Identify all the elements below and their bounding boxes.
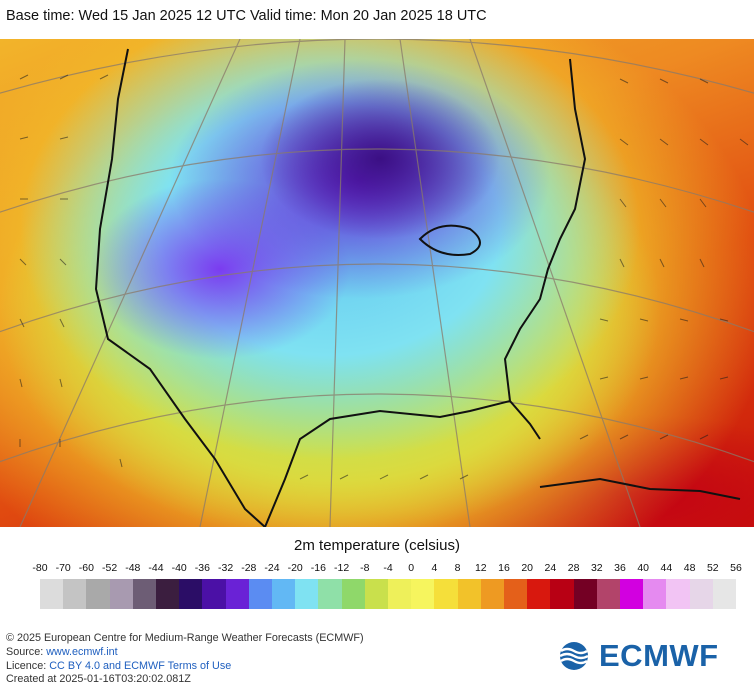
legend-swatch [225,579,249,609]
legend-swatch [179,579,203,609]
legend-tick-label: -24 [264,562,280,574]
source-label: Source: [6,645,47,658]
legend-swatch [480,579,505,609]
legend-swatch [388,579,412,609]
legend-swatch [132,579,157,609]
legend-swatch [434,579,458,609]
legend-swatch [364,579,389,609]
coastline [94,48,741,527]
legend-title: 2m temperature (celsius) [294,537,460,554]
legend-swatch [63,579,87,609]
licence-line: Licence: CC BY 4.0 and ECMWF Terms of Us… [6,660,364,674]
legend-tick-label: -44 [148,562,164,574]
legend-tick-label: -52 [102,562,118,574]
credits: © 2025 European Centre for Medium-Range … [6,632,364,687]
legend-tick-label: 36 [614,562,626,574]
legend-tick-label: -40 [171,562,187,574]
legend-swatch [712,579,737,609]
licence-link[interactable]: CC BY 4.0 and ECMWF Terms of Use [49,659,232,672]
legend-tick-label: 32 [590,562,603,574]
legend-swatch [550,579,574,609]
legend-swatch [86,579,110,609]
legend-swatch [620,579,644,609]
legend-tick-label: 8 [454,562,461,574]
legend-tick-label: 12 [474,562,487,574]
legend-tick-label: -80 [32,562,48,574]
wind-arrows [19,74,749,480]
source-link[interactable]: www.ecmwf.int [46,645,118,658]
legend-swatch [643,579,667,609]
legend-tick-label: 4 [431,562,438,574]
legend-tick-label: -8 [360,562,370,574]
legend-swatch [40,579,64,609]
legend-swatch [411,579,435,609]
legend-swatch [504,579,528,609]
legend-swatch [202,579,226,609]
legend-tick-label: 16 [498,562,510,574]
legend-tick-label: 28 [567,562,580,574]
legend-swatch [295,579,319,609]
legend-tick-label: -32 [218,562,234,574]
legend-tick-label: -4 [383,562,393,574]
logo-text: ECMWF [599,638,719,673]
legend-color-bar [40,579,737,609]
forecast-time-header: Base time: Wed 15 Jan 2025 12 UTC Valid … [6,8,487,24]
legend-swatch [527,579,551,609]
legend-tick-label: -28 [241,562,257,574]
legend-tick-label: -60 [78,562,94,574]
legend-tick-label: 24 [544,562,557,574]
legend-swatch [156,579,180,609]
legend-tick-label: -70 [55,562,71,574]
legend-swatch [666,579,690,609]
legend-tick-label: -48 [125,562,141,574]
legend-swatch [248,579,273,609]
temperature-map[interactable] [0,39,754,527]
legend-tick-label: -36 [194,562,210,574]
legend-tick-label: -16 [310,562,326,574]
legend-tick-label: -12 [334,562,350,574]
legend-tick-labels: -80 -70 -60 -52 -48 -44 -40 -36 -32 -28 -24 -20 -16-… [0,562,754,576]
legend-tick-label: 0 [408,562,415,574]
licence-label: Licence: [6,659,50,672]
legend-swatch [318,579,342,609]
graticule [0,39,754,527]
legend-swatch [341,579,365,609]
legend-tick-label: 56 [730,562,742,574]
legend-tick-label: 44 [660,562,673,574]
legend-swatch [457,579,481,609]
created-line: Created at 2025-01-16T03:20:02.081Z [6,673,191,686]
legend-tick-label: 52 [706,562,719,574]
legend-tick-label: -20 [287,562,303,574]
map-overlay [0,39,754,527]
legend-swatch [689,579,713,609]
legend-swatch [272,579,296,609]
source-line: Source: www.ecmwf.int [6,646,364,660]
legend-swatch [109,579,133,609]
legend-swatch [573,579,597,609]
ecmwf-logo: ECMWF [555,638,719,673]
legend-tick-label: 48 [683,562,696,574]
legend-tick-label: 20 [521,562,534,574]
ecmwf-globe-icon [559,642,589,670]
legend-swatch [596,579,621,609]
copyright-line: © 2025 European Centre for Medium-Range … [6,632,364,644]
legend-tick-label: 40 [637,562,650,574]
